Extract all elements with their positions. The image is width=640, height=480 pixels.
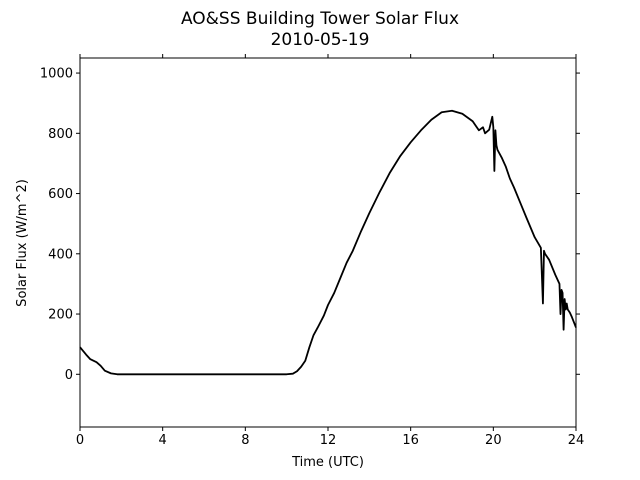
y-tick-label: 400: [48, 247, 73, 262]
x-axis-label: Time (UTC): [291, 455, 364, 470]
y-tick-label: 0: [65, 368, 73, 383]
y-axis-label: Solar Flux (W/m^2): [15, 179, 30, 307]
series-line: [79, 109, 577, 376]
x-tick-label: 12: [320, 433, 337, 448]
x-tick-label: 24: [568, 433, 585, 448]
tick-labels: 0 4 8 12 16 20 24 0 200 400 600 800 1000: [40, 67, 584, 448]
y-tick-label: 800: [48, 127, 73, 142]
chart-title: AO&SS Building Tower Solar Flux: [181, 9, 459, 29]
axis-ticks: [76, 54, 580, 431]
x-tick-label: 16: [402, 433, 419, 448]
y-tick-label: 1000: [40, 67, 73, 82]
x-tick-label: 20: [485, 433, 502, 448]
y-tick-label: 600: [48, 187, 73, 202]
plot-area: [80, 58, 576, 427]
chart-subtitle: 2010-05-19: [271, 30, 370, 50]
x-tick-label: 8: [241, 433, 249, 448]
plot-frame: [79, 57, 577, 428]
x-tick-label: 4: [159, 433, 167, 448]
x-tick-label: 0: [76, 433, 84, 448]
y-tick-label: 200: [48, 308, 73, 323]
